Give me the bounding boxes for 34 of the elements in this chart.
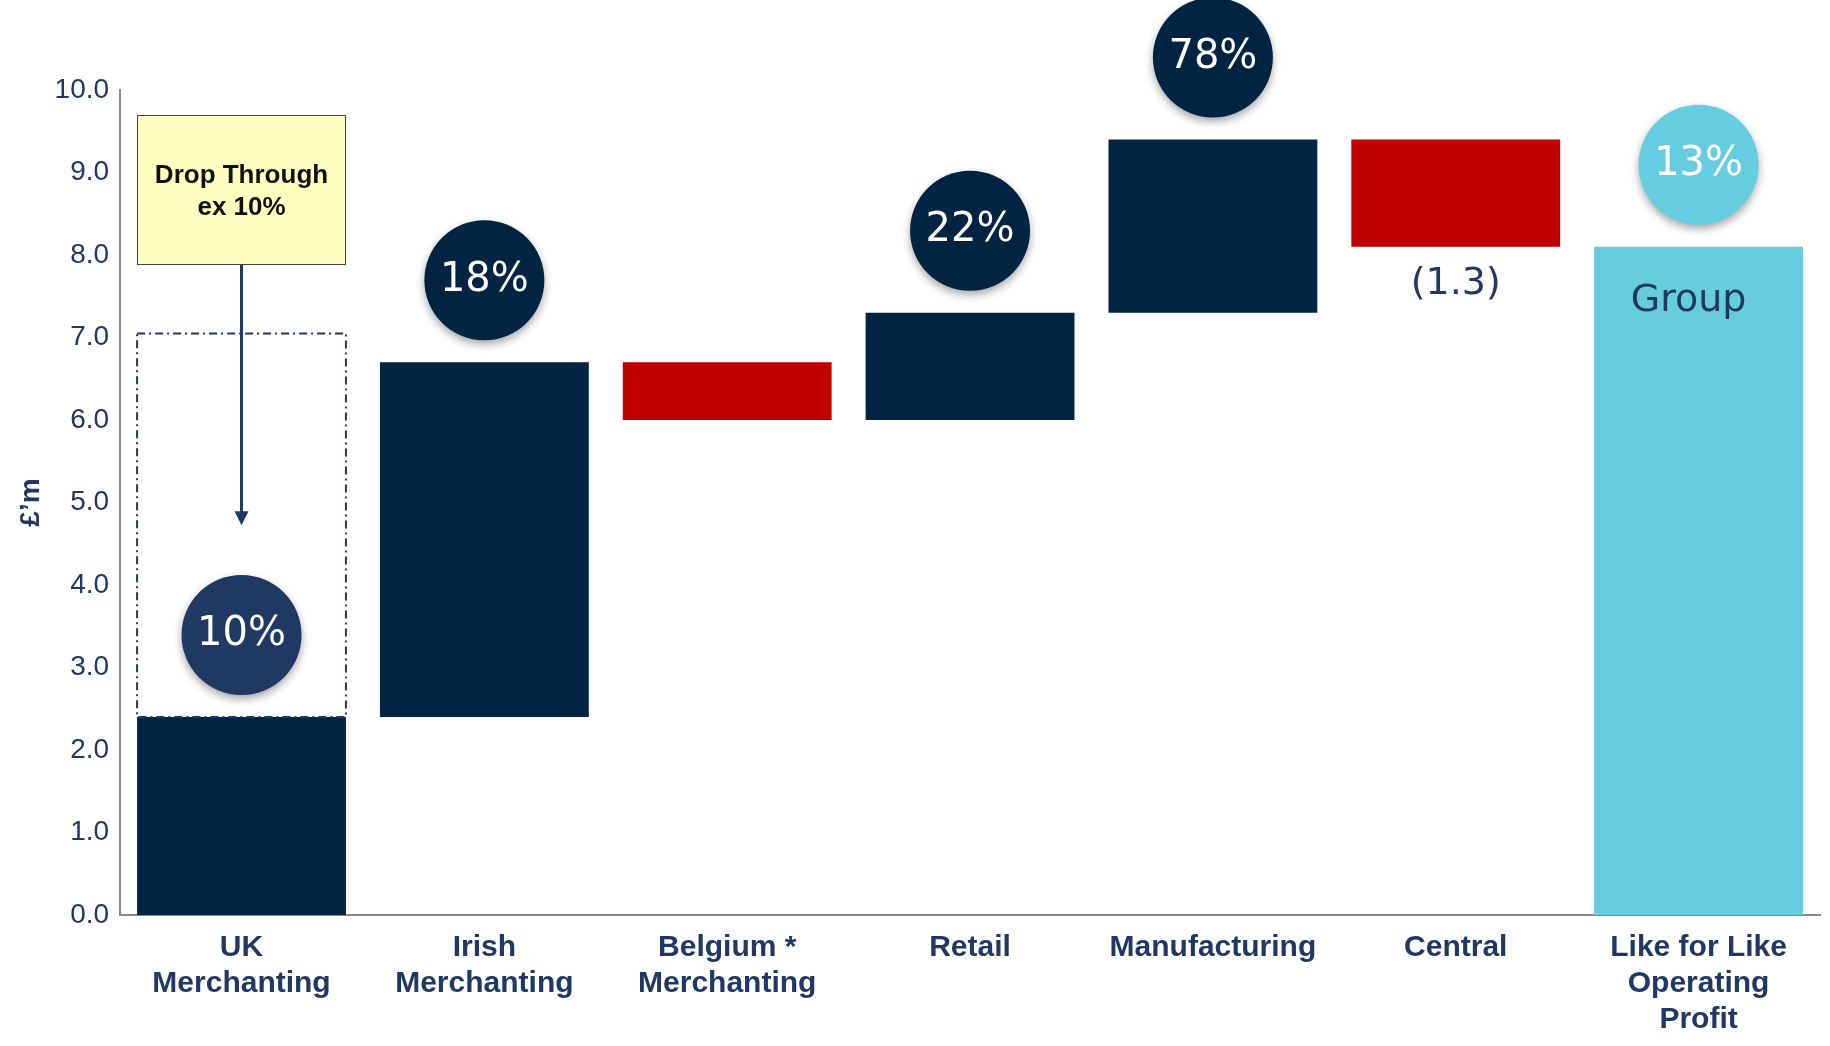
x-tick-label: Like for Like Operating Profit: [1610, 929, 1787, 1035]
annotation: 10%: [197, 608, 286, 655]
bar: [1594, 246, 1803, 915]
y-tick-label: 0.0: [70, 897, 110, 929]
x-tick-label: Retail: [929, 929, 1011, 963]
y-tick-label: 4.0: [70, 567, 110, 599]
annotation: 18%: [439, 253, 529, 300]
annotation: 13%: [1654, 138, 1744, 185]
annotation: 78%: [1168, 30, 1258, 77]
y-tick-label: 6.0: [70, 402, 110, 434]
data-label: (1.3): [1410, 258, 1501, 303]
y-tick-label: 8.0: [70, 237, 110, 269]
series-label: Group: [1630, 275, 1747, 320]
y-tick-label: 7.0: [70, 320, 110, 352]
bar: [137, 717, 346, 915]
y-tick-label: 9.0: [70, 155, 110, 187]
y-tick-label: 2.0: [70, 732, 110, 764]
x-tick-label: Irish Merchanting: [395, 929, 574, 999]
bar: [865, 312, 1075, 420]
annotation: 22%: [925, 204, 1015, 251]
x-tick-label: Manufacturing: [1109, 929, 1317, 963]
bar: [622, 362, 832, 420]
x-tick-label: Central: [1404, 929, 1508, 963]
callout-box: Drop Through ex 10%: [137, 115, 346, 265]
x-tick-label: UK Merchanting: [152, 929, 331, 999]
y-tick-label: 1.0: [70, 815, 110, 847]
x-tick-label: Belgium * Merchanting: [638, 929, 817, 999]
y-axis-title: £’m: [13, 478, 45, 527]
bar: [1108, 139, 1318, 313]
bar: [379, 362, 589, 717]
bar: [1351, 139, 1561, 247]
y-tick-label: 10.0: [54, 72, 110, 104]
y-tick-label: 5.0: [70, 485, 110, 517]
y-tick-label: 3.0: [70, 650, 110, 682]
